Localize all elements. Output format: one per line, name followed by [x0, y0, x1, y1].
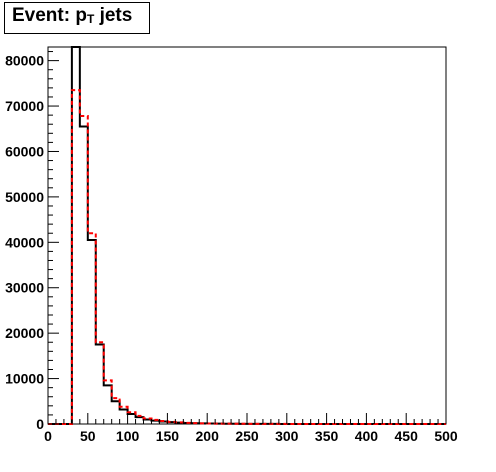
chart-title: Event: pT jets	[12, 5, 133, 26]
y-tick-label: 70000	[5, 98, 44, 114]
x-tick-label: 150	[156, 428, 180, 444]
y-tick-label: 10000	[5, 371, 44, 387]
y-tick-label: 0	[36, 416, 44, 432]
histogram-series-1	[48, 46, 446, 425]
x-tick-label: 300	[275, 428, 299, 444]
x-tick-label: 350	[315, 428, 339, 444]
x-tick-label: 250	[235, 428, 259, 444]
chart-title-box: Event: pT jets	[4, 2, 150, 34]
x-tick-label: 200	[196, 428, 220, 444]
y-tick-label: 30000	[5, 280, 44, 296]
axis-layer: 0 50 100 150 200 250 300 350 400 450 500 0 10000 2000…	[5, 51, 458, 444]
x-tick-label: 50	[80, 428, 96, 444]
y-tick-label: 40000	[5, 234, 44, 250]
y-tick-label: 20000	[5, 325, 44, 341]
x-tick-label: 0	[44, 428, 52, 444]
y-tick-label: 80000	[5, 53, 44, 69]
plot-frame	[47, 46, 447, 425]
x-tick-label: 450	[395, 428, 419, 444]
x-tick-label: 500	[434, 428, 458, 444]
series-layer	[48, 46, 446, 425]
y-tick-label: 50000	[5, 189, 44, 205]
histogram-series-2	[48, 89, 446, 425]
x-tick-label: 100	[116, 428, 140, 444]
y-tick-label: 60000	[5, 143, 44, 159]
x-tick-label: 400	[355, 428, 379, 444]
